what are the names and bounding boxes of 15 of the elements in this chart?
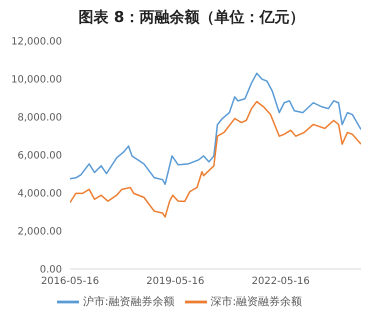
y-tick-label: 10,000.00	[11, 74, 62, 86]
line-series	[70, 100, 361, 218]
x-tick-label: 2022-05-16	[252, 276, 310, 288]
legend-label: 沪市:融资融券余额	[82, 295, 174, 308]
y-tick-label: 2,000.00	[17, 226, 62, 238]
y-tick-label: 8,000.00	[17, 112, 62, 124]
y-tick-label: 6,000.00	[17, 150, 62, 162]
x-tick-label: 2016-05-16	[40, 276, 100, 288]
x-tick-label: 2019-05-16	[146, 276, 204, 288]
chart-title: 图表 8：两融余额（单位：亿元）	[78, 8, 306, 27]
y-tick-label: 12,000.00	[11, 36, 62, 48]
line-series	[70, 72, 361, 186]
y-tick-label: 0.00	[40, 264, 62, 276]
legend-label: 深市:融资融券余额	[210, 295, 302, 308]
y-tick-label: 4,000.00	[17, 188, 62, 200]
